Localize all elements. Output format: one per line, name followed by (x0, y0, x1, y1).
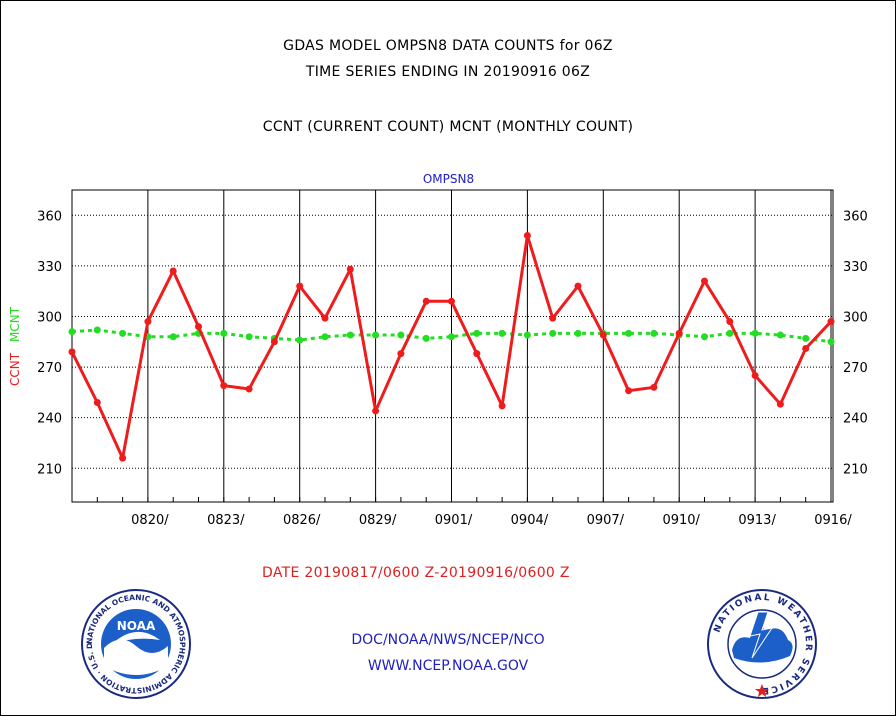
data-point-ccnt (346, 265, 354, 273)
data-point-mcnt (473, 329, 481, 337)
data-point-mcnt (650, 329, 658, 337)
x-tick-label: 0910/ (662, 513, 700, 528)
x-tick-label: 0820/ (131, 513, 169, 528)
data-point-ccnt (549, 314, 557, 322)
data-point-ccnt (397, 350, 405, 358)
data-point-mcnt (523, 331, 531, 339)
chart-title-line-1: GDAS MODEL OMPSN8 DATA COUNTS for 06Z (283, 38, 613, 54)
data-point-ccnt (448, 297, 455, 305)
date-range-label: DATE 20190817/0600 Z-20190916/0600 Z (262, 565, 570, 581)
data-point-mcnt (574, 329, 582, 337)
data-point-mcnt (397, 331, 405, 339)
y-tick-label-right: 300 (843, 310, 868, 325)
data-point-mcnt (321, 333, 329, 341)
data-point-mcnt (372, 331, 380, 339)
y-tick-label-left: 240 (37, 412, 62, 427)
data-point-mcnt (827, 338, 835, 346)
website-label: WWW.NCEP.NOAA.GOV (367, 658, 529, 674)
y-axis-label-ccnt: CCNT (8, 352, 22, 386)
data-point-ccnt (523, 232, 531, 240)
data-point-mcnt (220, 329, 228, 337)
plot-area (71, 189, 834, 503)
data-point-ccnt (68, 348, 76, 356)
data-point-mcnt (296, 336, 304, 344)
data-point-ccnt (701, 277, 708, 285)
data-point-ccnt (245, 385, 253, 393)
y-tick-label-left: 330 (37, 260, 62, 275)
data-point-ccnt (498, 402, 506, 410)
noaa-logo-label: NOAA (117, 619, 156, 633)
data-point-ccnt (599, 331, 607, 339)
data-point-ccnt (625, 387, 633, 395)
chart-title-line-2: TIME SERIES ENDING IN 20190916 06Z (305, 64, 591, 80)
data-point-mcnt (93, 326, 101, 334)
data-point-ccnt (675, 329, 683, 337)
data-point-ccnt (270, 338, 278, 346)
data-point-ccnt (751, 372, 759, 380)
x-tick-label: 0901/ (435, 513, 473, 528)
y-tick-label-right: 360 (843, 209, 868, 224)
data-point-mcnt (625, 329, 633, 337)
data-point-mcnt (726, 329, 734, 337)
y-tick-label-left: 360 (37, 209, 62, 224)
y-tick-label-right: 210 (843, 462, 868, 477)
y-tick-label-right: 330 (843, 260, 868, 275)
data-point-mcnt (422, 334, 430, 342)
data-point-mcnt (448, 333, 455, 341)
data-point-mcnt (245, 333, 253, 341)
data-point-ccnt (827, 318, 835, 326)
y-axis-label-mcnt: MCNT (8, 306, 22, 342)
data-point-mcnt (802, 334, 810, 342)
y-tick-label-left: 300 (37, 310, 62, 325)
data-point-ccnt (220, 382, 228, 390)
data-point-mcnt (549, 329, 557, 337)
data-point-mcnt (498, 329, 506, 337)
data-point-ccnt (650, 383, 658, 391)
data-point-mcnt (776, 331, 784, 339)
x-tick-label: 0826/ (283, 513, 321, 528)
y-tick-label-right: 240 (843, 412, 868, 427)
data-point-ccnt (574, 282, 582, 290)
data-point-ccnt (195, 323, 202, 331)
nws-logo-icon: NATIONAL WEATHER SERVICE (707, 589, 817, 699)
data-point-ccnt (144, 318, 152, 326)
x-tick-label: 0823/ (207, 513, 245, 528)
data-point-ccnt (802, 345, 810, 353)
chart-subtitle: OMPSN8 (423, 172, 474, 186)
y-tick-label-left: 270 (37, 361, 62, 376)
x-tick-label: 0904/ (511, 513, 549, 528)
data-point-mcnt (68, 328, 76, 336)
data-point-ccnt (169, 267, 177, 275)
org-path-label: DOC/NOAA/NWS/NCEP/NCO (351, 632, 545, 648)
x-tick-label: 0916/ (814, 513, 852, 528)
data-point-mcnt (701, 333, 708, 341)
data-point-ccnt (726, 318, 734, 326)
x-tick-label: 0913/ (738, 513, 776, 528)
y-tick-label-left: 210 (37, 462, 62, 477)
data-point-mcnt (119, 329, 127, 337)
data-point-ccnt (372, 407, 380, 415)
data-point-mcnt (169, 333, 177, 341)
data-point-ccnt (119, 454, 127, 462)
data-point-mcnt (346, 331, 354, 339)
data-point-ccnt (296, 282, 304, 290)
noaa-logo-icon: NATIONAL OCEANIC AND ATMOSPHERIC ADMINIS… (80, 588, 191, 699)
data-point-ccnt (93, 398, 101, 406)
chart-title-line-3: CCNT (CURRENT COUNT) MCNT (MONTHLY COUNT… (262, 119, 634, 135)
data-point-ccnt (776, 400, 784, 408)
x-tick-label: 0829/ (359, 513, 397, 528)
data-point-ccnt (473, 350, 481, 358)
data-point-ccnt (422, 297, 430, 305)
data-point-mcnt (751, 329, 759, 337)
x-tick-label: 0907/ (587, 513, 625, 528)
y-tick-label-right: 270 (843, 361, 868, 376)
data-point-ccnt (321, 314, 329, 322)
